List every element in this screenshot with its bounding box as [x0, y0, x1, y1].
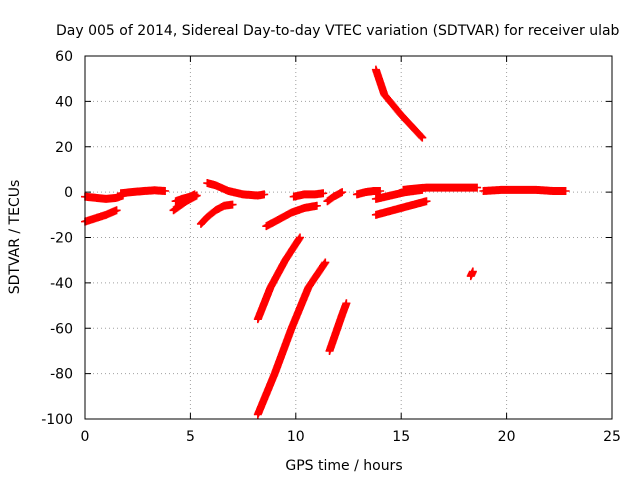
series-track-1: [116, 186, 170, 198]
data-marks: [81, 65, 570, 419]
track-markers-13: [352, 186, 385, 199]
series-track-16: [371, 197, 431, 219]
y-tick-label-8: 60: [55, 49, 73, 65]
track-markers-1: [116, 186, 170, 198]
track-markers-5: [196, 200, 237, 228]
y-tick-label-0: -100: [41, 412, 73, 428]
y-tick-label-7: 40: [55, 94, 73, 110]
track-markers-16: [371, 197, 431, 219]
track-markers-14: [371, 65, 427, 142]
track-markers-17: [399, 183, 482, 194]
series-track-9: [253, 258, 330, 419]
axis-ticks: 0 5 10 15 20 25 -100 -80 -60 -40 -20 0 20 40 60: [41, 49, 621, 445]
track-markers-9: [253, 258, 330, 419]
x-axis-label: GPS time / hours: [285, 458, 402, 474]
track-markers-10: [325, 299, 351, 355]
track-markers-4: [169, 191, 201, 215]
track-markers-19: [466, 267, 477, 281]
track-markers-2: [81, 206, 121, 226]
series-track-19: [466, 267, 477, 281]
chart-title: Day 005 of 2014, Sidereal Day-to-day VTE…: [56, 23, 620, 39]
series-track-14: [371, 65, 427, 142]
series-track-18: [479, 185, 570, 195]
y-tick-label-4: -20: [50, 231, 73, 247]
x-tick-label-1: 5: [186, 429, 195, 445]
series-track-12: [323, 188, 347, 206]
y-tick-label-1: -80: [50, 367, 73, 383]
series-track-4: [169, 191, 201, 215]
track-markers-8: [253, 233, 305, 324]
grid-lines: [85, 56, 612, 419]
series-track-7: [262, 201, 321, 231]
x-tick-label-4: 20: [498, 429, 516, 445]
series-track-13: [352, 186, 385, 199]
x-tick-label-2: 10: [287, 429, 305, 445]
y-axis-label: SDTVAR / TECUs: [7, 180, 23, 295]
series-track-10: [325, 299, 351, 355]
plot-frame: [84, 55, 613, 420]
track-markers-11: [289, 189, 328, 201]
x-tick-label-3: 15: [392, 429, 410, 445]
series-track-5: [196, 200, 237, 228]
x-tick-label-5: 25: [603, 429, 621, 445]
series-track-17: [399, 183, 482, 194]
y-tick-label-5: 0: [64, 185, 73, 201]
x-tick-label-0: 0: [81, 429, 90, 445]
y-tick-label-3: -40: [50, 276, 73, 292]
y-tick-label-6: 20: [55, 140, 73, 156]
track-markers-6: [203, 179, 269, 200]
track-markers-12: [323, 188, 347, 206]
series-track-8: [253, 233, 305, 324]
y-tick-label-2: -60: [50, 321, 73, 337]
track-markers-7: [262, 201, 321, 231]
track-markers-18: [479, 185, 570, 195]
series-track-6: [203, 179, 269, 200]
series-track-11: [289, 189, 328, 201]
series-track-2: [81, 206, 121, 226]
